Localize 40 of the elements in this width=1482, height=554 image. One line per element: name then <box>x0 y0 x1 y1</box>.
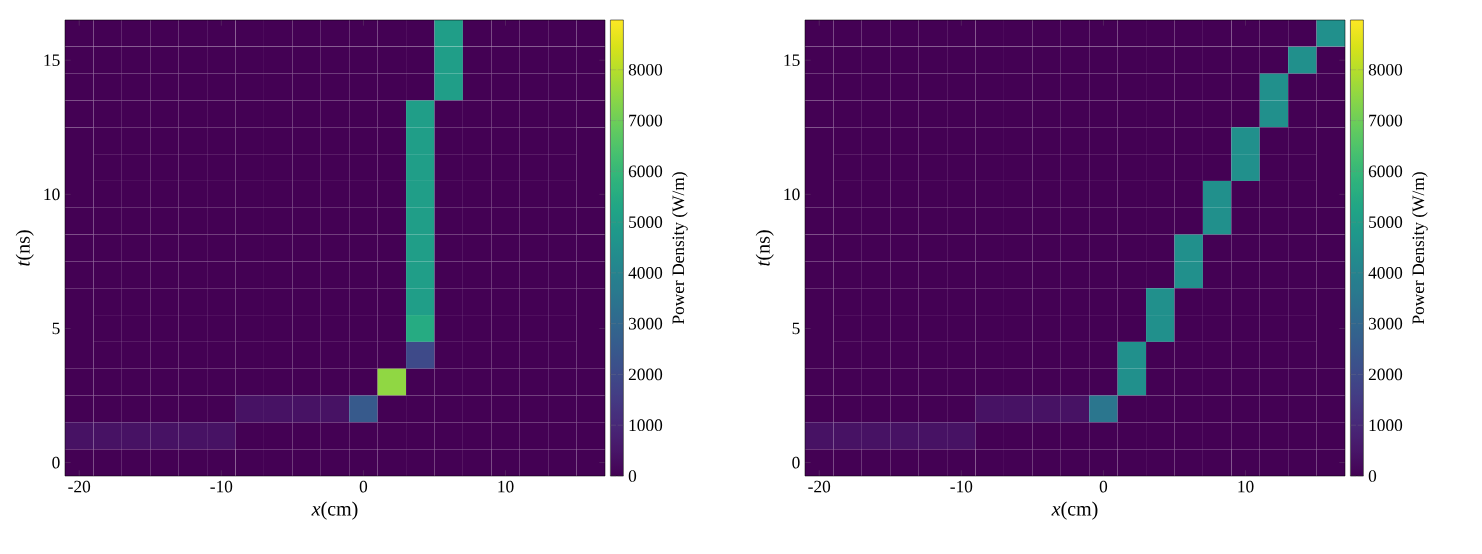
color-bar-label: 5000 <box>1369 216 1403 228</box>
x-tick-label: 0 <box>359 480 368 493</box>
x-tick-label: -20 <box>68 480 91 493</box>
color-bar-label: 2000 <box>628 368 663 381</box>
color-bar-label: 8000 <box>1368 63 1403 76</box>
y-axis-title: t(ns) <box>755 230 774 266</box>
color-bar-label: 4000 <box>628 267 663 279</box>
x-axis-title: x(cm) <box>1051 501 1098 520</box>
y-tick-label: 15 <box>784 54 800 67</box>
x-axis-title: x(cm) <box>311 501 358 520</box>
color-bar-title: Power Density (W/m) <box>671 172 688 325</box>
y-tick-label: 0 <box>52 456 60 469</box>
x-tick-label: -10 <box>210 480 233 493</box>
color-bar-label: 4000 <box>1368 267 1403 279</box>
color-bar-label: 3000 <box>1368 317 1403 330</box>
y-tick-label: 10 <box>784 188 800 201</box>
color-bar-label: 0 <box>1368 470 1377 482</box>
color-bar-label: 7000 <box>1369 114 1403 127</box>
color-bar-label: 8000 <box>628 63 663 76</box>
y-tick-label: 15 <box>44 54 60 67</box>
color-bar-label: 3000 <box>628 317 663 330</box>
y-axis-title: t(ns) <box>15 230 34 266</box>
color-bar-label: 7000 <box>629 114 663 127</box>
x-tick-label: -10 <box>950 480 973 493</box>
color-bar-label: 2000 <box>1368 368 1403 381</box>
y-tick-label: 5 <box>52 322 60 335</box>
color-bar-label: 5000 <box>629 216 663 228</box>
color-bar-label: 6000 <box>628 165 663 178</box>
x-tick-label: 10 <box>498 480 514 493</box>
color-bar-label: 1000 <box>1369 419 1403 432</box>
color-bar-label: 6000 <box>1368 165 1403 178</box>
color-bar-label: 1000 <box>629 419 663 432</box>
x-tick-label: -20 <box>808 480 831 493</box>
color-bar-title: Power Density (W/m) <box>1411 172 1428 325</box>
x-tick-label: 0 <box>1099 480 1108 493</box>
y-tick-label: 10 <box>44 188 60 201</box>
x-tick-label: 10 <box>1238 480 1254 493</box>
y-tick-label: 0 <box>792 456 800 469</box>
y-tick-label: 5 <box>792 322 800 335</box>
color-bar-label: 0 <box>628 470 637 482</box>
